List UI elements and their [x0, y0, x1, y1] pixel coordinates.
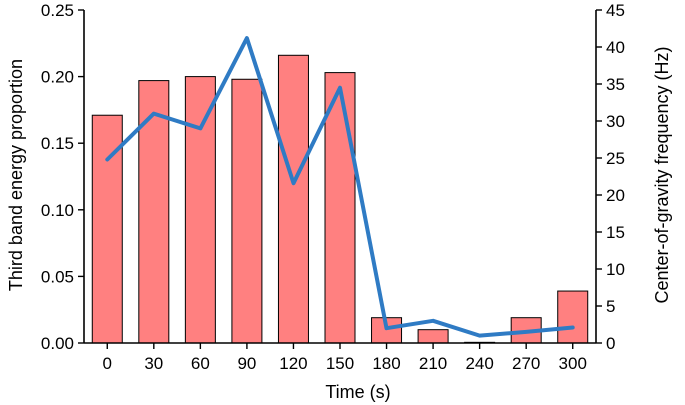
left-tick-label: 0.25	[41, 1, 74, 20]
left-tick-label: 0.20	[41, 68, 74, 87]
x-tick-label: 60	[191, 354, 210, 373]
right-tick-label: 25	[606, 149, 625, 168]
line-series	[105, 36, 575, 338]
right-tick-label: 5	[606, 297, 615, 316]
x-tick-label: 120	[279, 354, 307, 373]
left-tick-label: 0.05	[41, 267, 74, 286]
right-y-axis-title: Center-of-gravity frequency (Hz)	[652, 46, 672, 303]
x-tick-label: 210	[419, 354, 447, 373]
x-tick-label: 300	[559, 354, 587, 373]
right-tick-label: 45	[606, 1, 625, 20]
bar-210	[417, 329, 449, 344]
right-tick-label: 15	[606, 223, 625, 242]
right-tick-label: 35	[606, 75, 625, 94]
left-y-axis-title: Third band energy proportion	[6, 59, 26, 291]
bar-30	[138, 80, 170, 344]
x-tick-label: 150	[326, 354, 354, 373]
x-tick-label: 0	[103, 354, 112, 373]
x-axis-title: Time (s)	[325, 382, 390, 402]
right-tick-label: 40	[606, 38, 625, 57]
right-tick-label: 30	[606, 112, 625, 131]
bar-120	[277, 54, 309, 344]
x-tick-label: 270	[512, 354, 540, 373]
bar-150	[324, 72, 356, 344]
x-tick-label: 90	[237, 354, 256, 373]
bar-series	[91, 54, 589, 344]
x-tick-label: 180	[372, 354, 400, 373]
bar-60	[184, 76, 216, 344]
x-tick-label: 30	[144, 354, 163, 373]
left-tick-label: 0.00	[41, 334, 74, 353]
right-tick-label: 20	[606, 186, 625, 205]
left-tick-label: 0.10	[41, 201, 74, 220]
bar-90	[231, 78, 263, 344]
right-tick-label: 0	[606, 334, 615, 353]
left-tick-label: 0.15	[41, 134, 74, 153]
bar-0	[91, 114, 123, 344]
right-tick-label: 10	[606, 260, 625, 279]
x-tick-label: 240	[465, 354, 493, 373]
ticks: 0.00 0.05 0.10 0.15 0.20 0.25 0 5 10 15 20 25 30 35 40…	[41, 1, 625, 373]
bar-300	[557, 290, 589, 344]
